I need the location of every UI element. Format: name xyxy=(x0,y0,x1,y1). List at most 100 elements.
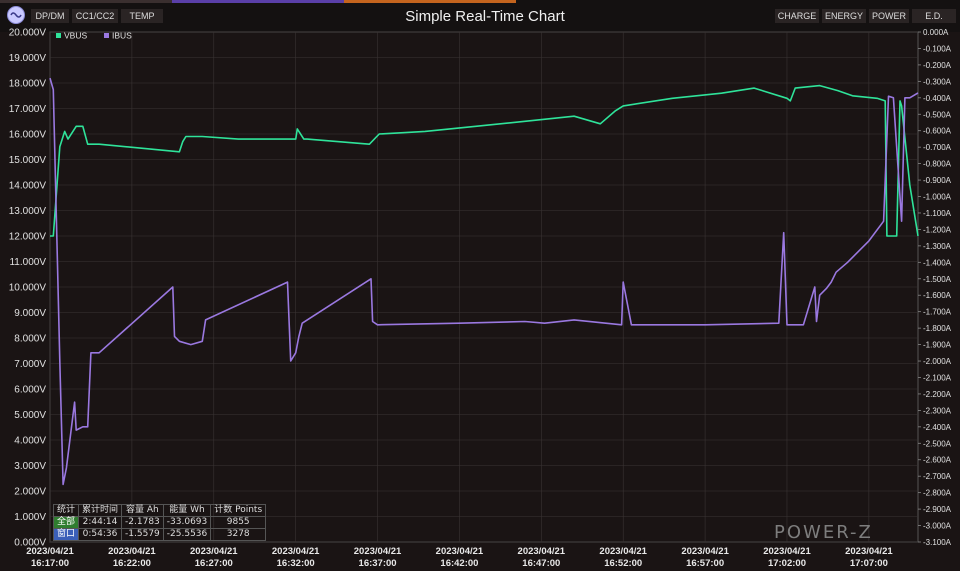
right-tick-label: -1.900A xyxy=(923,341,952,350)
right-tick-label: -2.800A xyxy=(923,489,952,498)
x-tick-time: 16:42:00 xyxy=(440,558,478,569)
stats-row-label: 窗口 xyxy=(52,528,80,541)
left-axis: 0.000V 1.000V 2.000V 3.000V 4.000V 5.000V 6.00… xyxy=(9,28,47,549)
left-tick-label: 10.000V xyxy=(9,283,47,294)
tab-dpdm[interactable]: DP/DM xyxy=(31,9,69,23)
left-tick-label: 3.000V xyxy=(14,461,46,472)
stats-cell: -33.0693 xyxy=(162,516,212,529)
right-tick-label: -2.500A xyxy=(923,439,952,448)
left-tick-label: 8.000V xyxy=(14,334,46,345)
legend-label-ibus: IBUS xyxy=(112,31,132,41)
x-tick-date: 2023/04/21 xyxy=(518,546,566,557)
gridlines xyxy=(49,31,919,543)
stats-header-row: 统计 累计时间 容量 Ah 能量 Wh 计数 Points xyxy=(52,504,267,517)
x-tick-time: 17:07:00 xyxy=(850,558,888,569)
right-tick-label: -0.200A xyxy=(923,61,952,70)
x-tick-date: 2023/04/21 xyxy=(599,546,647,557)
left-tick-label: 17.000V xyxy=(9,104,47,115)
stats-header-cell: 能量 Wh xyxy=(162,504,212,517)
x-tick-time: 16:37:00 xyxy=(359,558,397,569)
x-tick-time: 16:22:00 xyxy=(113,558,151,569)
stats-cell: 0:54:36 xyxy=(78,528,123,541)
tab-accent-purple xyxy=(172,0,344,3)
right-tick-label: -0.100A xyxy=(923,44,952,53)
right-tick-label: -2.200A xyxy=(923,390,952,399)
x-tick-date: 2023/04/21 xyxy=(681,546,729,557)
left-tick-label: 9.000V xyxy=(14,308,46,319)
app-logo-icon[interactable] xyxy=(7,6,25,24)
right-tick-label: -0.600A xyxy=(923,127,952,136)
x-tick-date: 2023/04/21 xyxy=(272,546,320,557)
tab-accent-orange xyxy=(344,0,516,3)
legend-swatch-ibus xyxy=(104,33,109,38)
tab-charge[interactable]: CHARGE xyxy=(775,9,819,23)
stats-table: 统计 累计时间 容量 Ah 能量 Wh 计数 Points 全部 2:44:14… xyxy=(52,504,267,541)
stats-cell: -25.5536 xyxy=(162,528,212,541)
tab-cc1cc2[interactable]: CC1/CC2 xyxy=(72,9,118,23)
x-tick-time: 16:32:00 xyxy=(277,558,315,569)
right-tick-label: -3.100A xyxy=(923,538,952,547)
right-tick-label: -1.100A xyxy=(923,209,952,218)
left-tick-label: 20.000V xyxy=(9,28,47,39)
legend-label-vbus: VBUS xyxy=(64,31,87,41)
stats-row-window: 窗口 0:54:36 -1.5579 -25.5536 3278 xyxy=(52,528,267,541)
left-tick-label: 19.000V xyxy=(9,53,47,64)
stats-cell: 9855 xyxy=(210,516,267,529)
right-tick-label: -1.000A xyxy=(923,193,952,202)
x-tick-time: 16:17:00 xyxy=(31,558,69,569)
right-tick-label: -0.400A xyxy=(923,94,952,103)
left-tick-label: 7.000V xyxy=(14,359,46,370)
x-tick-date: 2023/04/21 xyxy=(845,546,893,557)
right-tick-label: -2.700A xyxy=(923,472,952,481)
stats-header-cell: 计数 Points xyxy=(210,504,267,517)
right-tick-label: -1.200A xyxy=(923,225,952,234)
right-tick-label: -1.500A xyxy=(923,275,952,284)
right-tick-label: -0.500A xyxy=(923,110,952,119)
right-tick-label: -1.700A xyxy=(923,308,952,317)
right-tick-label: -1.800A xyxy=(923,324,952,333)
x-axis: 2023/04/2116:17:002023/04/2116:22:002023… xyxy=(26,546,893,569)
x-tick-time: 17:02:00 xyxy=(768,558,806,569)
tab-temp[interactable]: TEMP xyxy=(121,9,163,23)
x-tick-date: 2023/04/21 xyxy=(763,546,811,557)
right-tick-label: -2.900A xyxy=(923,505,952,514)
right-axis: 0.000A -0.100A -0.200A -0.300A -0.400A -0.500… xyxy=(918,28,952,547)
right-tick-label: -1.400A xyxy=(923,258,952,267)
left-tick-label: 13.000V xyxy=(9,206,47,217)
legend: VBUS IBUS xyxy=(56,31,132,41)
x-tick-date: 2023/04/21 xyxy=(26,546,74,557)
left-tick-label: 6.000V xyxy=(14,385,46,396)
x-tick-time: 16:47:00 xyxy=(522,558,560,569)
stats-cell: 2:44:14 xyxy=(78,516,123,529)
tab-power[interactable]: POWER xyxy=(869,9,909,23)
right-tick-label: -2.600A xyxy=(923,456,952,465)
left-tick-label: 5.000V xyxy=(14,410,46,421)
right-tick-label: -0.900A xyxy=(923,176,952,185)
tab-energy[interactable]: ENERGY xyxy=(822,9,866,23)
right-tick-label: -1.600A xyxy=(923,291,952,300)
left-tick-label: 11.000V xyxy=(9,257,46,268)
right-tick-label: -0.700A xyxy=(923,143,952,152)
right-tick-label: -0.300A xyxy=(923,77,952,86)
right-tick-label: -0.800A xyxy=(923,160,952,169)
series-line-ibus xyxy=(49,77,919,486)
stats-header-cell: 容量 Ah xyxy=(121,504,164,517)
right-tick-label: -3.000A xyxy=(923,522,952,531)
tab-accent xyxy=(0,0,172,3)
stats-row-all: 全部 2:44:14 -2.1783 -33.0693 9855 xyxy=(52,516,267,529)
left-tick-label: 12.000V xyxy=(9,232,47,243)
right-tick-label: 0.000A xyxy=(923,28,949,37)
stats-header-cell: 累计时间 xyxy=(78,504,123,517)
x-tick-date: 2023/04/21 xyxy=(354,546,402,557)
x-tick-time: 16:27:00 xyxy=(195,558,233,569)
stats-header-cell: 统计 xyxy=(52,504,80,517)
series-line-vbus xyxy=(50,84,919,237)
stats-cell: 3278 xyxy=(210,528,267,541)
stats-cell: -2.1783 xyxy=(121,516,164,529)
x-tick-date: 2023/04/21 xyxy=(190,546,238,557)
x-tick-time: 16:57:00 xyxy=(686,558,724,569)
x-tick-time: 16:52:00 xyxy=(604,558,642,569)
tab-ed[interactable]: E.D. xyxy=(912,9,956,23)
series-layer xyxy=(49,77,919,486)
